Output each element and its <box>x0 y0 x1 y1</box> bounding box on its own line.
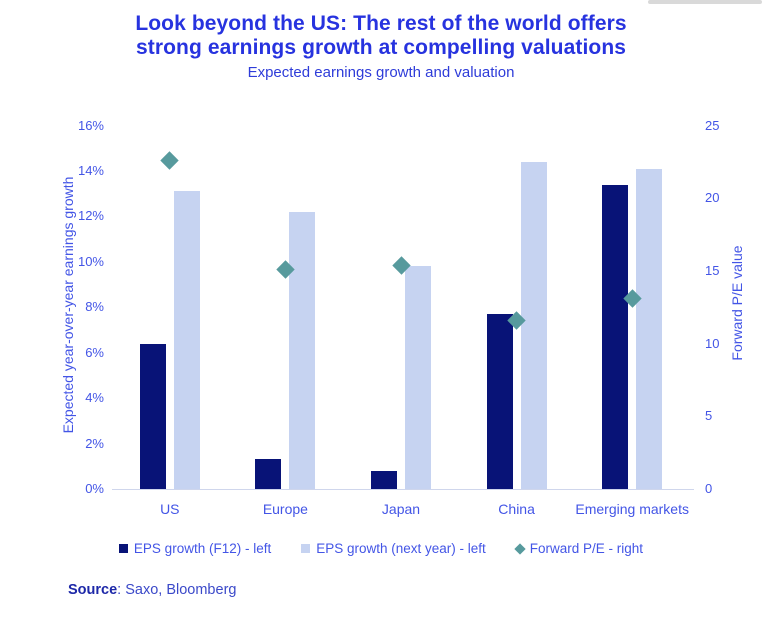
left-axis-tick: 6% <box>85 344 104 360</box>
legend-item-forward-pe: Forward P/E - right <box>514 541 644 556</box>
right-axis-tick: 15 <box>705 262 720 278</box>
left-axis-tick: 2% <box>85 435 104 451</box>
left-axis-tick: 0% <box>85 481 104 496</box>
legend-label: EPS growth (next year) - left <box>316 541 486 556</box>
diamond-marker-icon <box>514 542 526 555</box>
legend-label: EPS growth (F12) - left <box>133 541 272 556</box>
eps-f12-bar <box>255 459 282 489</box>
page-title-line1: Look beyond the US: The rest of the worl… <box>135 12 627 35</box>
right-axis-tick: 5 <box>705 408 713 424</box>
eps-next-year-bar <box>636 168 663 489</box>
left-axis-tick: 10% <box>77 253 104 269</box>
eps-next-year-bar <box>289 211 316 489</box>
square-marker-icon <box>118 544 128 553</box>
category-label: US <box>160 501 180 517</box>
chart-subtitle: Expected earnings growth and valuation <box>247 64 515 81</box>
category-label: Japan <box>381 501 421 517</box>
category-label: Europe <box>262 501 308 517</box>
forward-pe-diamond <box>160 151 179 170</box>
right-axis-tick: 0 <box>705 481 713 496</box>
left-axis-tick: 12% <box>77 208 104 224</box>
source-text: : Saxo, Bloomberg <box>117 582 237 598</box>
legend-item-eps-next-year: EPS growth (next year) - left <box>301 541 486 556</box>
window-edge-fragment <box>648 0 762 4</box>
legend-item-eps-f12: EPS growth (F12) - left <box>118 541 272 556</box>
page-title-line2: strong earnings growth at compelling val… <box>135 36 627 59</box>
left-axis-tick: 14% <box>77 162 104 178</box>
eps-f12-bar <box>486 314 513 489</box>
chart-header: Look beyond the US: The rest of the worl… <box>0 12 762 81</box>
category-label: Emerging markets <box>575 501 689 517</box>
eps-next-year-bar <box>405 266 431 489</box>
eps-f12-bar <box>139 343 166 489</box>
eps-next-year-bar <box>520 161 547 489</box>
legend-label: Forward P/E - right <box>529 541 644 556</box>
right-axis-title: Forward P/E value <box>729 245 745 361</box>
eps-f12-bar <box>602 184 629 489</box>
left-axis-tick: 8% <box>85 299 104 315</box>
right-axis-tick: 10 <box>705 335 720 351</box>
left-axis-tick: 4% <box>85 390 104 406</box>
right-axis-tick: 25 <box>705 117 720 133</box>
right-axis-tick: 20 <box>705 190 720 206</box>
eps-next-year-bar <box>173 191 200 489</box>
eps-f12-bar <box>371 470 397 489</box>
left-axis-tick: 16% <box>77 117 104 133</box>
square-marker-icon <box>301 544 311 553</box>
source-label: Source <box>68 582 118 598</box>
category-label: China <box>498 501 535 517</box>
x-axis-line <box>112 489 694 490</box>
chart-legend: EPS growth (F12) - left EPS growth (next… <box>0 541 762 556</box>
source-line: Source: Saxo, Bloomberg <box>68 582 236 598</box>
